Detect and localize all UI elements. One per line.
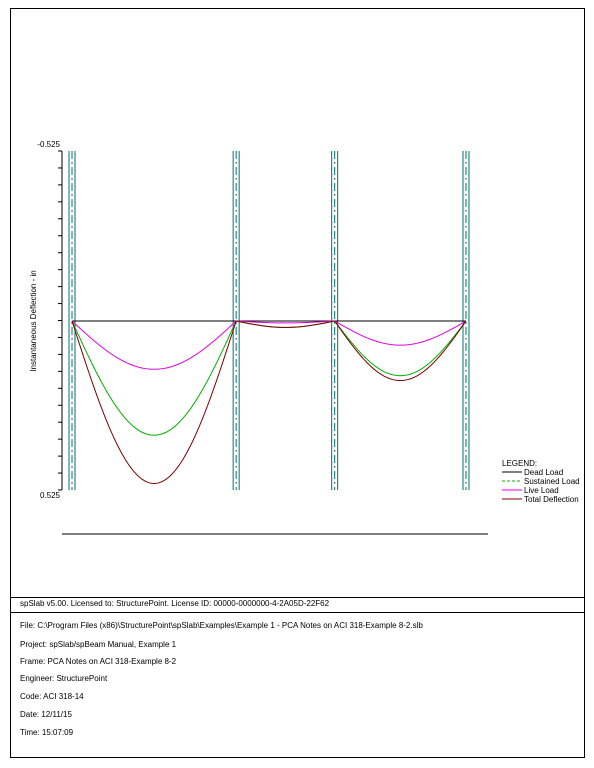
legend-label: Sustained Load [524,477,580,486]
page-frame [10,8,585,758]
footer-divider-2 [10,612,585,613]
date-text: Date: 12/11/15 [20,710,72,719]
legend-label: Total Deflection [524,495,579,504]
series-line-sustained-load [71,320,467,436]
frame-text: Frame: PCA Notes on ACI 318-Example 8-2 [20,657,177,666]
deflection-chart: -0.525 0.525 Instantaneous Deflection - in… [29,140,580,535]
y-axis-label: Instantaneous Deflection - in [29,270,38,371]
legend-title: LEGEND: [502,459,537,468]
time-text: Time: 15:07:09 [20,728,74,737]
project-text: Project: spSlab/spBeam Manual, Example 1 [20,640,177,649]
y-tick-label: -0.525 [37,140,60,149]
code-text: Code: ACI 318-14 [20,692,84,701]
file-text: File: C:\Program Files (x86)\StructurePo… [20,621,423,630]
footer-divider [10,597,585,598]
series-line-live-load [71,320,467,370]
series-line-total-deflection [71,320,467,485]
legend-label: Live Load [524,486,559,495]
y-tick-label: 0.525 [40,491,61,500]
legend-label: Dead Load [524,468,563,477]
license-text: spSlab v5.00. Licensed to: StructurePoin… [20,599,330,608]
engineer-text: Engineer: StructurePoint [20,674,108,683]
